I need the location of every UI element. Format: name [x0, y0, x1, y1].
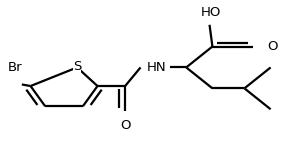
Text: O: O	[268, 40, 278, 53]
Text: O: O	[120, 119, 130, 132]
Text: HN: HN	[147, 61, 166, 74]
Text: Br: Br	[7, 61, 22, 74]
Text: S: S	[73, 60, 81, 73]
Text: HO: HO	[201, 6, 221, 19]
